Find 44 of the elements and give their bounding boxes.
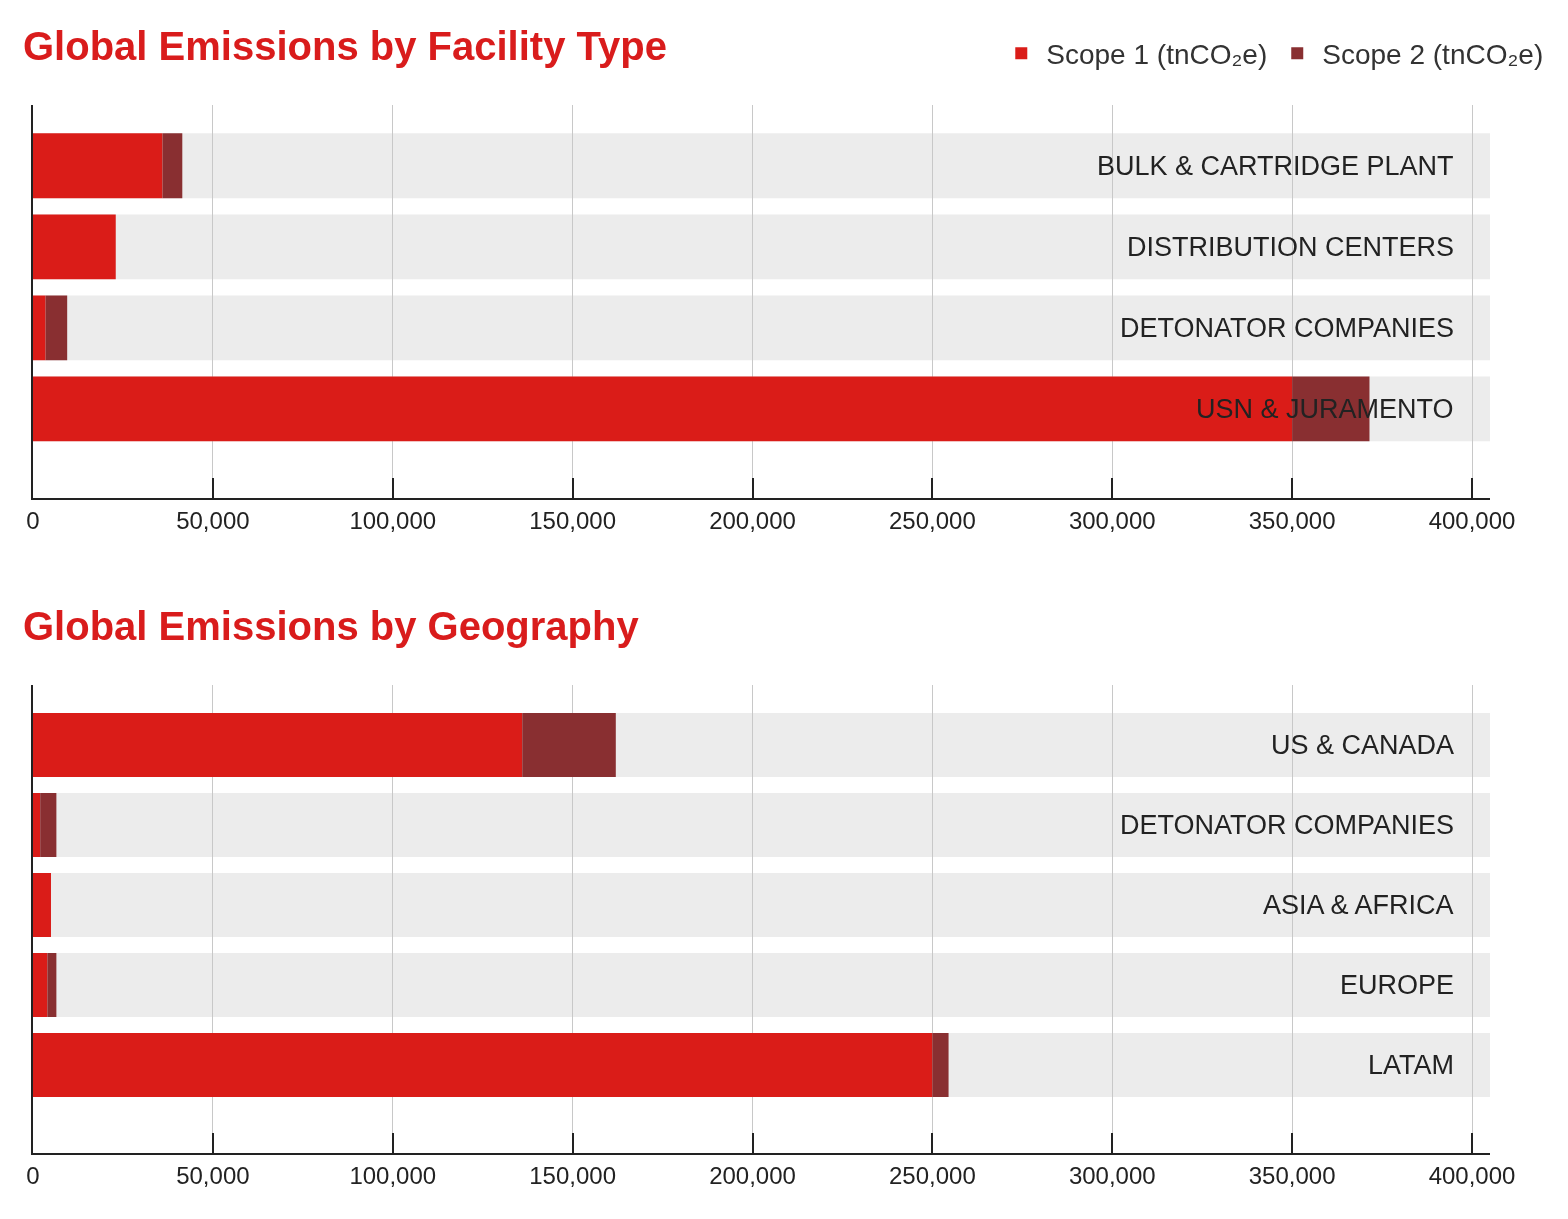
x-tick-label: 250,000 <box>889 506 976 534</box>
x-tick-label: 0 <box>26 1161 40 1189</box>
x-tick-label: 100,000 <box>349 506 437 534</box>
x-tick-label: 150,000 <box>529 1161 617 1189</box>
bar <box>33 214 116 280</box>
x-tick-label: 50,000 <box>176 1161 250 1189</box>
bar <box>522 713 616 777</box>
bar <box>33 873 51 937</box>
bar <box>33 713 523 777</box>
chart-title: Global Emissions by Geography <box>23 604 640 648</box>
y-tick-label: BULK & CARTRIDGE PLANT <box>1097 151 1454 181</box>
bar <box>47 953 57 1017</box>
x-tick-label: 150,000 <box>529 506 617 534</box>
legend-label: Scope 2 (tnCO₂e) <box>1322 39 1544 71</box>
y-tick-label: US & CANADA <box>1271 730 1455 760</box>
bar <box>33 793 41 857</box>
x-tick-label: 200,000 <box>709 1161 796 1189</box>
y-tick-label: EUROPE <box>1340 970 1455 1000</box>
x-tick-label: 0 <box>26 506 40 534</box>
y-tick-label: ASIA & AFRICA <box>1263 890 1454 920</box>
bar <box>33 953 48 1017</box>
y-tick-label: DETONATOR COMPANIES <box>1120 313 1455 343</box>
x-tick-label: 400,000 <box>1428 506 1516 534</box>
bar <box>33 133 163 199</box>
chart-title: Global Emissions by Facility Type <box>23 24 667 68</box>
y-tick-label: DETONATOR COMPANIES <box>1120 810 1455 840</box>
y-tick-label: LATAM <box>1368 1050 1455 1080</box>
legend-label: Scope 1 (tnCO₂e) <box>1046 39 1268 71</box>
bar <box>40 793 57 857</box>
bar <box>33 295 46 361</box>
y-tick-label: DISTRIBUTION CENTERS <box>1127 232 1455 262</box>
x-tick-label: 200,000 <box>709 506 796 534</box>
bar <box>932 1033 949 1097</box>
x-tick-label: 100,000 <box>349 1161 437 1189</box>
x-tick-label: 350,000 <box>1248 506 1336 534</box>
x-tick-label: 350,000 <box>1248 1161 1336 1189</box>
x-tick-label: 300,000 <box>1068 1161 1156 1189</box>
bar <box>45 295 68 361</box>
bar <box>162 133 183 199</box>
bar <box>33 1033 933 1097</box>
x-tick-label: 50,000 <box>176 506 250 534</box>
x-tick-label: 400,000 <box>1428 1161 1516 1189</box>
x-tick-label: 300,000 <box>1068 506 1156 534</box>
x-tick-label: 250,000 <box>889 1161 976 1189</box>
